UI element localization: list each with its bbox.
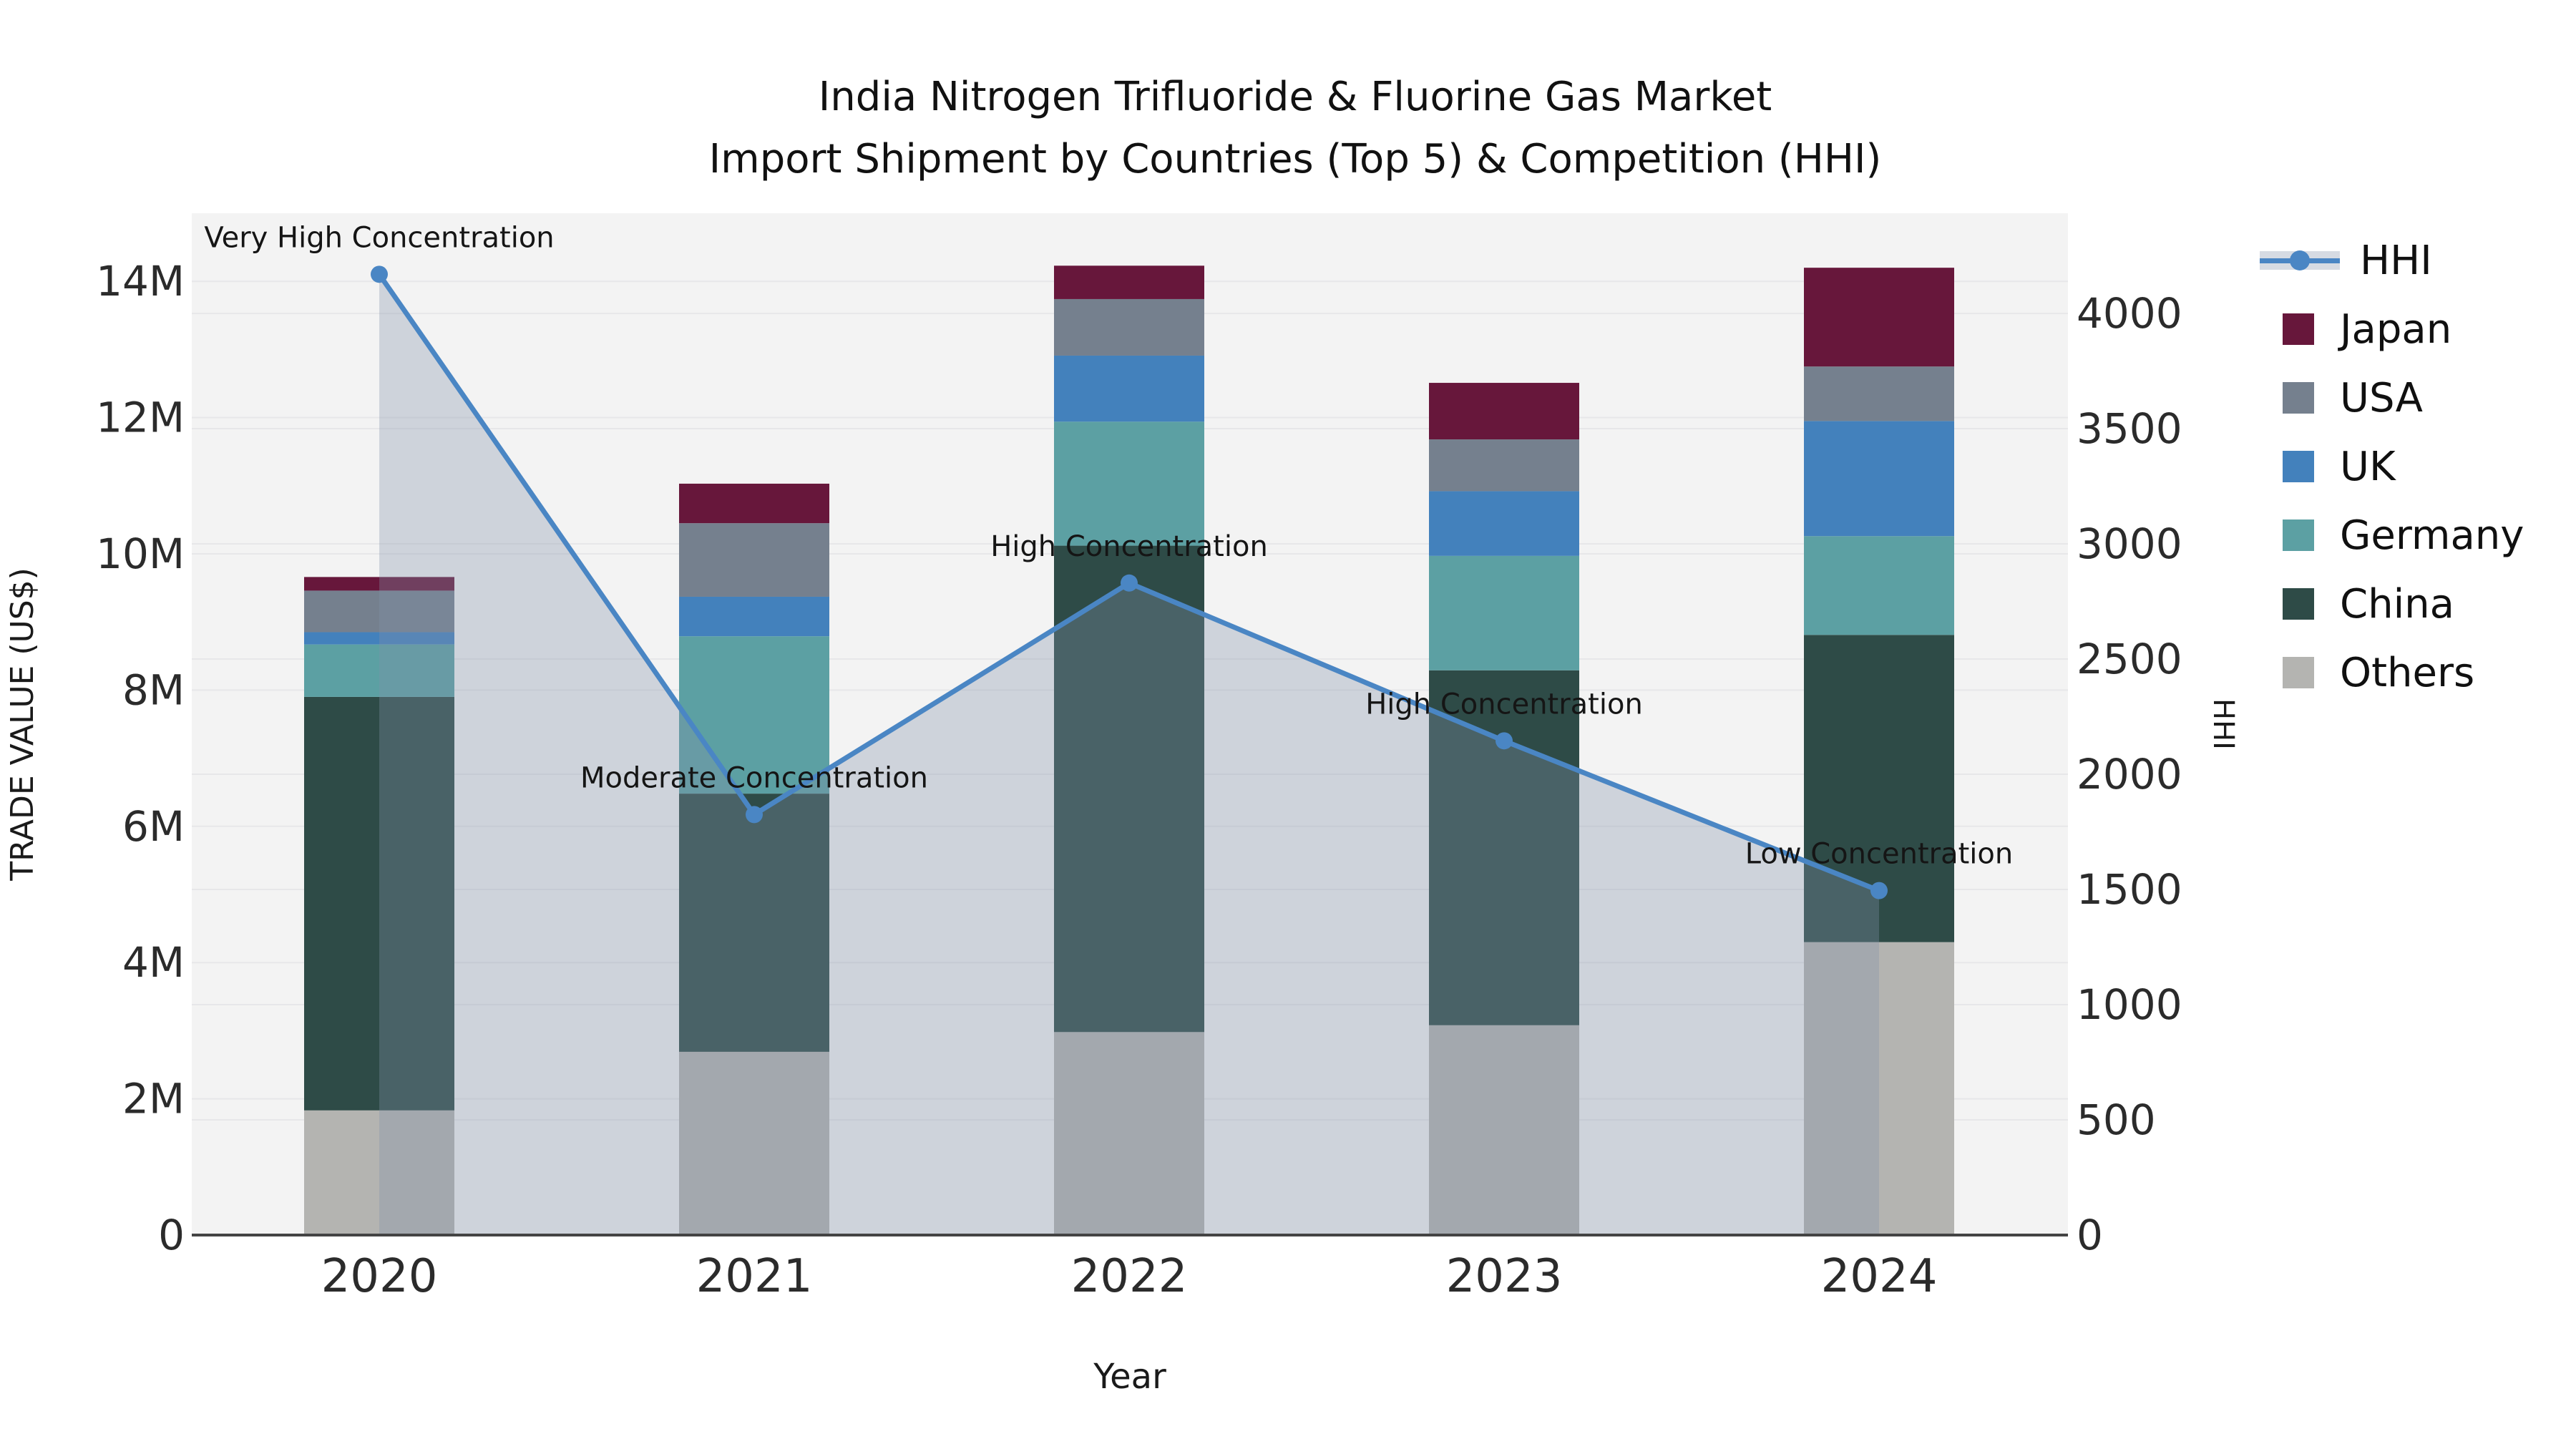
legend-item-usa[interactable]: USA <box>2260 364 2524 432</box>
legend-label: HHI <box>2360 237 2432 284</box>
y-axis-left-tick: 6M <box>122 802 185 851</box>
y-axis-right-tick: 4000 <box>2077 289 2182 338</box>
y-axis-left-tick: 0 <box>158 1211 185 1259</box>
x-axis-tick-2024: 2024 <box>1821 1250 1938 1303</box>
bar-segment-japan-2024[interactable] <box>1804 268 1954 367</box>
legend-item-china[interactable]: China <box>2260 570 2524 638</box>
x-axis-tick-2021: 2021 <box>696 1250 813 1303</box>
legend-item-japan[interactable]: Japan <box>2260 295 2524 364</box>
y-axis-right-tick: 2000 <box>2077 750 2182 799</box>
x-axis-tick-2020: 2020 <box>321 1250 438 1303</box>
legend-label: Germany <box>2340 512 2524 559</box>
y-axis-left-title: TRADE VALUE (US$) <box>4 567 41 882</box>
y-axis-right-tick: 500 <box>2077 1096 2156 1144</box>
legend: HHI Japan USA UK Germany China Others <box>2260 226 2524 707</box>
bar-segment-germany-2022[interactable] <box>1054 421 1204 546</box>
bar-segment-others-2021[interactable] <box>679 1051 829 1235</box>
chart-title-line2: Import Shipment by Countries (Top 5) & C… <box>708 136 1882 183</box>
bar-segment-uk-2020[interactable] <box>304 632 454 645</box>
bar-segment-others-2022[interactable] <box>1054 1032 1204 1235</box>
y-axis-left-tick: 12M <box>96 394 185 442</box>
legend-swatch-icon <box>2283 519 2314 551</box>
legend-label: USA <box>2340 374 2423 421</box>
legend-item-uk[interactable]: UK <box>2260 432 2524 501</box>
annotation-2020: Very High Concentration <box>204 221 554 254</box>
y-axis-right-tick: 1500 <box>2077 865 2182 914</box>
bar-segment-japan-2023[interactable] <box>1429 383 1579 440</box>
bar-segment-usa-2023[interactable] <box>1429 439 1579 492</box>
legend-label: China <box>2340 580 2454 628</box>
hhi-marker-2021[interactable] <box>746 806 763 824</box>
legend-label: Others <box>2340 649 2475 696</box>
y-axis-right-tick: 0 <box>2077 1211 2103 1259</box>
legend-item-germany[interactable]: Germany <box>2260 501 2524 570</box>
bar-segment-others-2024[interactable] <box>1804 942 1954 1235</box>
y-axis-left-tick: 8M <box>122 665 185 714</box>
legend-swatch-icon <box>2283 451 2314 482</box>
y-axis-left-tick: 4M <box>122 938 185 987</box>
bar-segment-uk-2024[interactable] <box>1804 421 1954 537</box>
y-axis-right-title: HHI <box>2207 698 2240 750</box>
bar-segment-china-2023[interactable] <box>1429 670 1579 1025</box>
legend-swatch-icon <box>2283 588 2314 620</box>
x-axis-tick-2022: 2022 <box>1071 1250 1188 1303</box>
annotation-2024: Low Concentration <box>1745 838 2013 871</box>
legend-swatch-icon <box>2283 313 2314 345</box>
bar-segment-germany-2024[interactable] <box>1804 536 1954 635</box>
hhi-marker-2024[interactable] <box>1870 882 1888 899</box>
bar-segment-others-2020[interactable] <box>304 1110 454 1235</box>
bar-segment-usa-2020[interactable] <box>304 590 454 633</box>
y-axis-left-tick: 2M <box>122 1075 185 1123</box>
bar-segment-china-2022[interactable] <box>1054 545 1204 1033</box>
bar-segment-germany-2021[interactable] <box>679 636 829 794</box>
bar-segment-germany-2023[interactable] <box>1429 555 1579 670</box>
annotation-2023: High Concentration <box>1365 688 1643 721</box>
bar-segment-germany-2020[interactable] <box>304 644 454 697</box>
chart-title-line1: India Nitrogen Trifluoride & Fluorine Ga… <box>818 74 1772 120</box>
hhi-line-swatch-icon <box>2260 245 2340 276</box>
bar-segment-uk-2021[interactable] <box>679 596 829 637</box>
legend-swatch-icon <box>2283 382 2314 414</box>
legend-item-hhi[interactable]: HHI <box>2260 226 2524 295</box>
bar-segment-uk-2022[interactable] <box>1054 355 1204 422</box>
hhi-area-fill <box>379 274 1879 1235</box>
legend-label: UK <box>2340 443 2396 490</box>
legend-item-others[interactable]: Others <box>2260 638 2524 707</box>
hhi-marker-2020[interactable] <box>371 265 388 283</box>
x-axis-tick-2023: 2023 <box>1446 1250 1563 1303</box>
hhi-marker-2022[interactable] <box>1121 574 1138 592</box>
hhi-marker-2023[interactable] <box>1496 732 1513 750</box>
bar-segment-usa-2021[interactable] <box>679 523 829 597</box>
bar-segment-china-2021[interactable] <box>679 794 829 1052</box>
bar-segment-japan-2020[interactable] <box>304 577 454 591</box>
annotation-2022: High Concentration <box>990 530 1268 563</box>
y-axis-left-tick: 14M <box>96 257 185 306</box>
bar-segment-usa-2022[interactable] <box>1054 298 1204 356</box>
bar-segment-usa-2024[interactable] <box>1804 366 1954 421</box>
bar-segment-uk-2023[interactable] <box>1429 491 1579 556</box>
bar-segment-others-2023[interactable] <box>1429 1025 1579 1235</box>
legend-label: Japan <box>2340 306 2452 353</box>
legend-swatch-icon <box>2283 657 2314 688</box>
annotation-2021: Moderate Concentration <box>580 761 928 794</box>
y-axis-left-tick: 10M <box>96 530 185 578</box>
y-axis-right-tick: 2500 <box>2077 635 2182 683</box>
bar-segment-japan-2022[interactable] <box>1054 265 1204 299</box>
bar-segment-japan-2021[interactable] <box>679 483 829 524</box>
y-axis-right-tick: 1000 <box>2077 980 2182 1029</box>
bar-segment-china-2020[interactable] <box>304 696 454 1111</box>
y-axis-right-tick: 3500 <box>2077 404 2182 453</box>
chart-title: India Nitrogen Trifluoride & Fluorine Ga… <box>0 66 2576 191</box>
x-axis-title: Year <box>1093 1357 1166 1397</box>
y-axis-right-tick: 3000 <box>2077 519 2182 568</box>
